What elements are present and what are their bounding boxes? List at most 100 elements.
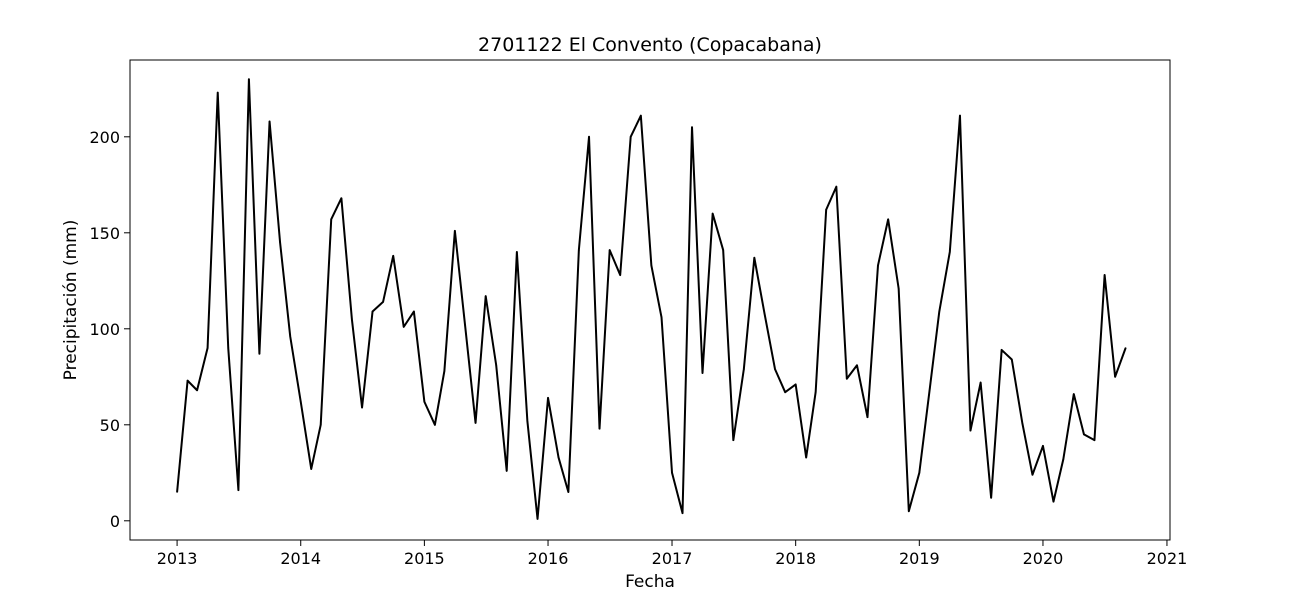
data-point — [598, 427, 601, 430]
data-point — [434, 424, 436, 426]
data-point — [567, 491, 570, 493]
data-point — [237, 489, 240, 491]
data-point — [248, 78, 250, 80]
x-tick-label: 2019 — [899, 549, 940, 568]
y-axis-label: Precipitación (mm) — [61, 220, 81, 381]
data-point — [681, 512, 684, 514]
data-point — [371, 310, 374, 313]
data-point — [279, 241, 281, 244]
data-point — [464, 324, 466, 326]
data-point — [743, 368, 745, 370]
data-point — [557, 456, 560, 459]
data-point — [784, 391, 786, 393]
data-point — [846, 377, 848, 380]
data-point — [722, 249, 724, 251]
data-point — [402, 326, 405, 328]
x-tick-label: 2017 — [652, 549, 693, 568]
data-point — [484, 295, 487, 297]
data-point — [835, 185, 838, 188]
data-point — [423, 400, 426, 403]
data-point — [805, 456, 807, 459]
data-point — [474, 422, 477, 424]
data-points — [176, 78, 1127, 520]
data-point — [794, 383, 797, 386]
data-point — [825, 208, 827, 211]
y-tick-label: 100 — [89, 320, 120, 339]
data-point — [1062, 458, 1065, 461]
data-point — [1011, 358, 1013, 361]
data-point — [392, 255, 395, 257]
data-point — [979, 381, 982, 384]
data-point — [361, 406, 363, 409]
data-point — [732, 439, 735, 441]
y-tick-label: 50 — [100, 416, 120, 435]
data-point — [959, 114, 961, 117]
data-point — [1052, 500, 1055, 503]
data-point — [268, 120, 271, 123]
x-tick-label: 2014 — [280, 549, 321, 568]
data-point — [443, 370, 446, 372]
x-tick-label: 2016 — [528, 549, 569, 568]
data-point — [1083, 433, 1085, 436]
data-point — [990, 496, 992, 499]
data-point — [629, 136, 632, 138]
x-tick-label: 2013 — [157, 549, 198, 568]
chart-title: 2701122 El Convento (Copacabana) — [478, 34, 822, 56]
data-point — [619, 274, 621, 276]
data-point — [1114, 376, 1116, 378]
data-point — [969, 429, 972, 432]
data-point — [877, 264, 879, 267]
data-point — [1093, 439, 1096, 441]
data-point — [413, 310, 415, 313]
y-tick-label: 200 — [89, 128, 120, 147]
data-point — [176, 491, 178, 493]
data-point — [1000, 349, 1003, 351]
data-point — [753, 256, 756, 259]
data-point — [1042, 445, 1044, 447]
data-point — [516, 251, 518, 253]
data-point — [536, 518, 539, 520]
data-point — [908, 510, 910, 512]
data-point — [351, 318, 353, 321]
data-point — [856, 364, 858, 367]
x-axis: 2013 2014 2015 2016 2017 2018 2019 2020 2021 — [157, 540, 1188, 568]
data-point — [938, 310, 941, 313]
data-point — [206, 347, 209, 349]
data-point — [186, 379, 189, 382]
data-point — [1103, 274, 1106, 276]
x-tick-label: 2015 — [404, 549, 445, 568]
data-point — [196, 389, 198, 392]
data-point — [650, 264, 653, 267]
data-point — [227, 347, 230, 349]
data-point — [1021, 422, 1024, 424]
plot-area-frame — [129, 59, 1171, 541]
data-point — [763, 312, 766, 315]
data-point — [1031, 473, 1034, 476]
data-point — [918, 472, 921, 474]
data-point — [949, 251, 951, 253]
precipitation-series-line — [176, 78, 1127, 520]
data-point — [547, 397, 549, 399]
data-point — [887, 218, 889, 221]
y-axis: 0 50 100 150 200 — [89, 128, 130, 531]
data-point — [711, 212, 714, 215]
x-axis-label: Fecha — [625, 572, 675, 592]
data-point — [454, 230, 456, 232]
data-point — [289, 335, 292, 338]
data-point — [814, 391, 817, 393]
data-point — [1072, 393, 1075, 395]
data-point — [340, 197, 343, 200]
data-point — [640, 114, 642, 117]
data-point — [671, 472, 673, 474]
data-point — [216, 91, 219, 94]
y-tick-label: 150 — [89, 224, 120, 243]
data-point — [660, 316, 663, 319]
x-tick-label: 2021 — [1147, 549, 1188, 568]
y-tick-label: 0 — [110, 512, 120, 531]
data-point — [701, 372, 704, 374]
data-point — [1124, 347, 1127, 349]
data-point — [578, 249, 580, 251]
data-point — [310, 468, 313, 470]
data-point — [526, 420, 529, 422]
